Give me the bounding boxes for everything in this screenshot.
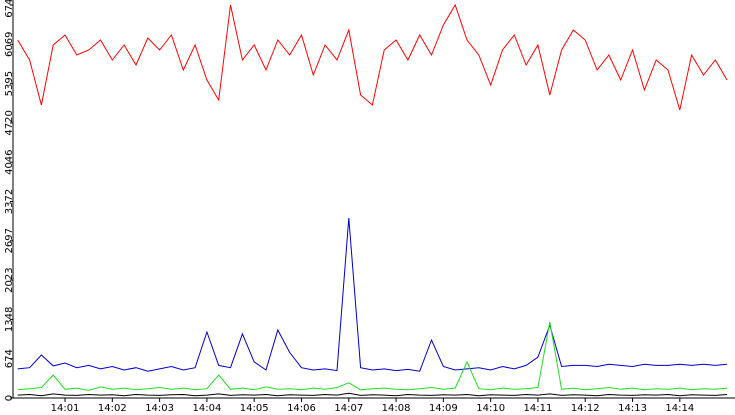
x-tick-label: 14:02 (98, 403, 127, 414)
x-tick-label: 14:11 (524, 403, 553, 414)
y-tick-label: 5395 (4, 71, 15, 96)
y-tick-label: 674 (4, 349, 15, 368)
y-tick-label: 3372 (4, 189, 15, 214)
x-tick-label: 14:12 (571, 403, 600, 414)
x-tick-label: 14:03 (145, 403, 174, 414)
y-tick-label: 2697 (4, 228, 15, 253)
y-tick-label: 4046 (4, 149, 15, 174)
x-tick-label: 14:07 (334, 403, 363, 414)
y-tick-label: 1348 (4, 307, 15, 332)
x-tick-label: 14:05 (240, 403, 269, 414)
y-tick-label: 6744 (4, 0, 15, 18)
x-tick-label: 14:04 (192, 403, 221, 414)
series-line (17, 3, 728, 111)
series-line (17, 217, 728, 372)
x-tick-label: 14:09 (429, 403, 458, 414)
series-line (17, 321, 728, 391)
x-tick-label: 14:10 (476, 403, 505, 414)
x-tick-label: 14:13 (618, 403, 647, 414)
x-tick-label: 14:06 (287, 403, 316, 414)
y-tick-label: 4720 (4, 110, 15, 135)
x-tick-label: 14:01 (51, 403, 80, 414)
series-line (17, 392, 728, 397)
y-tick-label: 6069 (4, 32, 15, 57)
y-tick-label: 2023 (4, 267, 15, 292)
y-tick-label: 0 (4, 395, 15, 401)
x-tick-label: 14:08 (382, 403, 411, 414)
x-tick-label: 14:14 (665, 403, 694, 414)
